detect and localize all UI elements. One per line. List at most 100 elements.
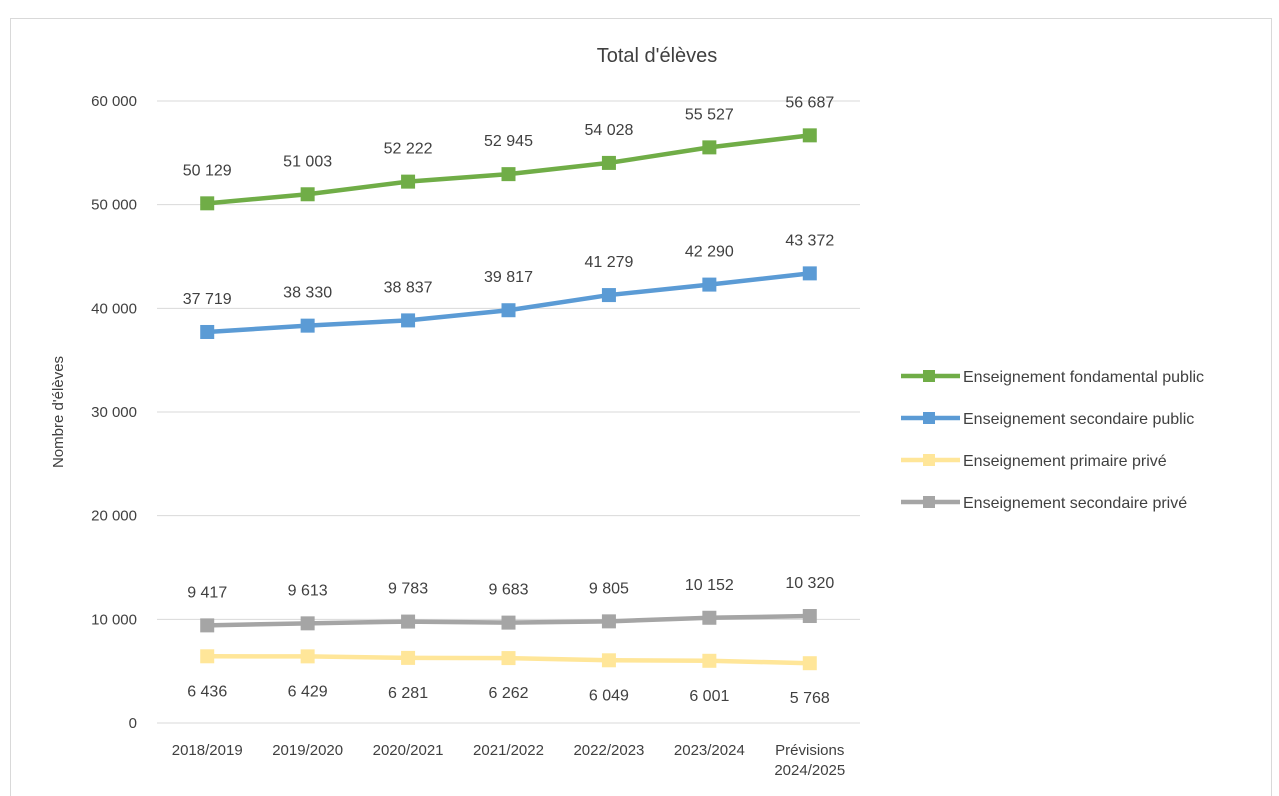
x-tick-label-line: 2020/2021 [373,742,444,759]
data-point [802,266,817,281]
legend-marker [923,454,935,466]
chart-title: Total d'élèves [597,45,718,67]
x-tick-label: 2018/2019 [172,742,243,759]
data-label: 38 330 [283,285,332,302]
x-tick-label-line: 2023/2024 [674,742,745,759]
series [200,609,817,633]
data-point [702,610,717,625]
y-tick-label: 0 [129,715,137,732]
chart-frame [10,18,1272,796]
data-point [802,609,817,624]
data-label: 39 817 [484,269,533,286]
data-label: 55 527 [685,106,734,123]
data-point [300,616,315,631]
data-label: 9 683 [488,582,528,599]
data-point [300,187,315,202]
legend-item: Enseignement secondaire privé [901,495,1187,512]
legend-label: Enseignement fondamental public [963,369,1204,386]
x-tick-label-line: 2022/2023 [573,742,644,759]
data-label: 6 262 [488,685,528,702]
y-tick-label: 30 000 [91,404,137,421]
y-axis-tick-labels: 0 10 000 20 000 30 000 40 000 50 000 60 000 [91,93,137,732]
data-label: 9 783 [388,581,428,598]
data-point [501,303,516,318]
legend-marker [923,370,935,382]
data-label: 10 152 [685,577,734,594]
x-tick-label: 2022/2023 [573,742,644,759]
data-point [200,324,215,339]
legend-marker [923,496,935,508]
data-point [200,196,215,211]
data-label: 51 003 [283,153,332,170]
data-label: 38 837 [384,279,433,296]
data-label: 52 222 [384,141,433,158]
legend-marker [923,412,935,424]
data-point [601,155,616,170]
series-lines [200,128,817,671]
data-label: 42 290 [685,244,734,261]
data-label: 6 001 [689,688,729,705]
data-label: 9 417 [187,584,227,601]
data-point [200,618,215,633]
y-axis-title: Nombre d'élèves [50,356,67,468]
x-tick-label-line: Prévisions [775,742,844,759]
data-label: 50 129 [183,162,232,179]
data-label: 37 719 [183,291,232,308]
x-tick-label: 2020/2021 [373,742,444,759]
x-tick-label-line: 2019/2020 [272,742,343,759]
data-point [501,651,516,666]
data-point [601,653,616,668]
gridlines [157,100,860,724]
legend-label: Enseignement primaire privé [963,453,1167,470]
data-point [501,615,516,630]
data-label: 41 279 [584,254,633,271]
data-point [702,140,717,155]
legend: Enseignement fondamental public Enseignem… [901,369,1204,512]
data-point [702,653,717,668]
series [200,128,817,211]
data-label: 54 028 [584,122,633,139]
data-label: 9 613 [288,582,328,599]
data-point [601,288,616,303]
legend-label: Enseignement secondaire privé [963,495,1187,512]
x-axis-tick-labels: 2018/2019 2019/2020 2020/2021 2021/2022 2022… [172,742,845,779]
series [200,649,817,671]
x-tick-label-line: 2021/2022 [473,742,544,759]
x-tick-label: 2019/2020 [272,742,343,759]
y-tick-label: 10 000 [91,611,137,628]
data-point [802,656,817,671]
legend-item: Enseignement secondaire public [901,411,1194,428]
data-point [200,649,215,664]
data-point [401,174,416,189]
x-tick-label-line: 2018/2019 [172,742,243,759]
data-point [401,614,416,629]
data-point [300,649,315,664]
data-label: 6 436 [187,683,227,700]
data-point [501,167,516,182]
data-label: 5 768 [790,690,830,707]
y-tick-label: 20 000 [91,508,137,525]
y-tick-label: 60 000 [91,93,137,110]
series [200,266,817,339]
y-tick-label: 40 000 [91,300,137,317]
data-point [601,614,616,629]
data-label: 6 049 [589,687,629,704]
data-point [401,313,416,328]
data-label: 43 372 [785,232,834,249]
data-point [401,650,416,665]
data-point [300,318,315,333]
data-label: 6 281 [388,685,428,702]
data-labels: 50 129 51 003 52 222 52 945 54 028 55 527 56 6… [183,94,835,707]
data-label: 56 687 [785,94,834,111]
data-label: 9 805 [589,580,629,597]
x-tick-label: Prévisions 2024/2025 [774,742,845,779]
data-label: 52 945 [484,133,533,150]
x-tick-label: 2021/2022 [473,742,544,759]
legend-item: Enseignement primaire privé [901,453,1167,470]
data-label: 10 320 [785,575,834,592]
x-tick-label-line: 2024/2025 [774,762,845,779]
data-label: 6 429 [288,683,328,700]
legend-label: Enseignement secondaire public [963,411,1194,428]
x-tick-label: 2023/2024 [674,742,745,759]
